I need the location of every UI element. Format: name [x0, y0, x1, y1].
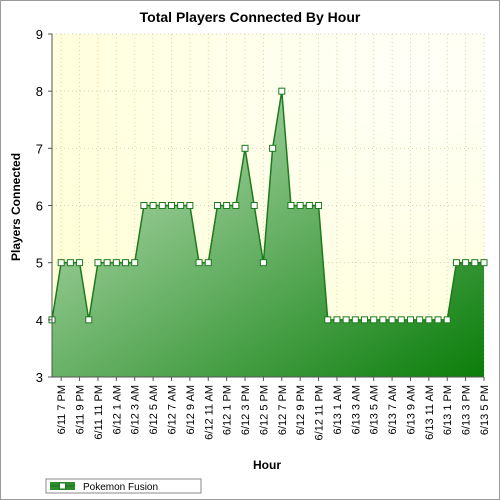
- data-point: [315, 202, 323, 209]
- data-point: [388, 316, 396, 324]
- data-point: [94, 259, 102, 267]
- legend-marker: [59, 482, 66, 490]
- y-axis-title: Players Connected: [9, 153, 23, 261]
- data-point: [480, 259, 488, 267]
- x-tick-label: 6/12 9 PM: [295, 385, 307, 435]
- data-point: [452, 259, 460, 267]
- x-tick-label: 6/11 7 PM: [56, 385, 68, 434]
- data-point: [85, 316, 93, 324]
- x-tick-label: 6/13 1 AM: [332, 385, 344, 435]
- data-point: [406, 316, 414, 324]
- x-tick-label: 6/12 11 AM: [203, 385, 215, 440]
- data-point: [471, 259, 479, 267]
- series-area: [52, 91, 484, 378]
- x-tick-label: 6/13 7 AM: [387, 385, 399, 435]
- data-point: [186, 202, 194, 209]
- x-axis-title: Hour: [253, 458, 281, 472]
- x-tick-label: 6/13 1 PM: [442, 385, 454, 435]
- data-point: [112, 259, 120, 267]
- data-point: [177, 202, 185, 209]
- x-tick-label: 6/12 3 AM: [130, 385, 142, 435]
- data-point: [131, 259, 139, 267]
- x-tick-label: 6/13 3 PM: [461, 385, 473, 435]
- data-point: [241, 144, 249, 152]
- chart-title: Total Players Connected By Hour: [140, 9, 361, 25]
- data-point: [204, 259, 212, 267]
- data-point: [213, 202, 221, 209]
- x-tick-label: 6/13 5 AM: [369, 385, 381, 435]
- data-point: [287, 202, 295, 209]
- data-point: [158, 202, 166, 209]
- data-point: [122, 259, 130, 267]
- legend-label: Pokemon Fusion: [83, 482, 158, 493]
- y-axis-ticks: 3 4 5 6 7 8 9: [36, 27, 52, 385]
- data-point: [223, 202, 231, 209]
- y-tick-label: 5: [36, 256, 43, 271]
- x-tick-label: 6/12 1 AM: [111, 385, 123, 435]
- x-tick-label: 6/13 11 AM: [424, 385, 436, 440]
- data-point: [149, 202, 157, 209]
- data-point: [342, 316, 350, 324]
- x-tick-label: 6/11 11 PM: [93, 385, 105, 440]
- data-point: [425, 316, 433, 324]
- data-point: [103, 259, 111, 267]
- data-point: [305, 202, 313, 209]
- data-point: [324, 316, 332, 324]
- y-tick-label: 3: [36, 370, 43, 385]
- x-tick-label: 6/12 1 PM: [222, 385, 234, 435]
- data-point: [232, 202, 240, 209]
- y-tick-label: 8: [36, 84, 43, 99]
- y-tick-label: 4: [36, 313, 43, 328]
- data-point: [434, 316, 442, 324]
- x-tick-label: 6/12 11 PM: [314, 385, 326, 440]
- data-point: [140, 202, 148, 209]
- x-tick-label: 6/12 5 PM: [258, 385, 270, 435]
- y-tick-label: 6: [36, 199, 43, 214]
- x-tick-label: 6/13 9 AM: [405, 385, 417, 435]
- legend-box: [45, 478, 202, 494]
- data-point: [397, 316, 405, 324]
- data-point: [416, 316, 424, 324]
- data-point: [370, 316, 378, 324]
- x-tick-label: 6/13 3 AM: [350, 385, 362, 435]
- data-point: [250, 202, 258, 209]
- x-tick-label: 6/12 9 AM: [185, 385, 197, 435]
- x-tick-label: 6/12 5 AM: [148, 385, 160, 435]
- x-tick-label: 6/12 7 AM: [166, 385, 178, 435]
- y-tick-label: 9: [36, 27, 43, 42]
- data-point: [296, 202, 304, 209]
- data-point: [269, 144, 277, 152]
- x-tick-label: 6/11 9 PM: [75, 385, 87, 434]
- data-point: [167, 202, 175, 209]
- x-axis-ticks: 6/11 7 PM 6/11 9 PM 6/11 11 PM 6/12 1 AM 6/1…: [56, 377, 491, 440]
- y-tick-label: 7: [36, 141, 43, 156]
- data-point: [278, 87, 286, 95]
- data-point: [195, 259, 203, 267]
- x-tick-label: 6/12 3 PM: [240, 385, 252, 435]
- data-point: [361, 316, 369, 324]
- x-tick-label: 6/13 5 PM: [479, 385, 491, 435]
- data-point: [76, 259, 84, 267]
- legend: Pokemon Fusion: [45, 478, 202, 494]
- series-markers: [48, 87, 488, 324]
- data-point: [351, 316, 359, 324]
- data-point: [57, 259, 65, 267]
- data-point: [259, 259, 267, 267]
- data-point: [443, 316, 451, 324]
- data-point: [66, 259, 74, 267]
- data-point: [333, 316, 341, 324]
- data-point: [462, 259, 470, 267]
- x-tick-label: 6/12 7 PM: [277, 385, 289, 435]
- data-point: [379, 316, 387, 324]
